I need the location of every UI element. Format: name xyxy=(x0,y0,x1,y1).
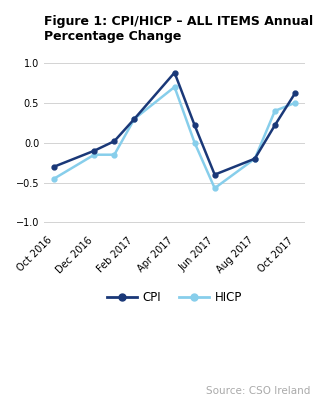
CPI xyxy=(172,70,176,75)
CPI xyxy=(273,123,277,128)
Legend: CPI, HICP: CPI, HICP xyxy=(102,286,246,309)
HICP xyxy=(213,186,217,190)
HICP xyxy=(172,84,176,89)
HICP xyxy=(52,176,56,181)
CPI xyxy=(193,123,196,128)
CPI xyxy=(293,91,297,96)
Line: CPI: CPI xyxy=(52,70,297,177)
CPI xyxy=(52,164,56,169)
HICP xyxy=(273,108,277,113)
CPI xyxy=(253,156,257,161)
Line: HICP: HICP xyxy=(52,84,297,191)
HICP xyxy=(132,116,136,121)
HICP xyxy=(193,140,196,145)
Text: Figure 1: CPI/HICP – ALL ITEMS Annual
Percentage Change: Figure 1: CPI/HICP – ALL ITEMS Annual Pe… xyxy=(44,15,313,43)
Text: Source: CSO Ireland: Source: CSO Ireland xyxy=(206,386,310,396)
CPI xyxy=(112,139,116,144)
HICP xyxy=(112,152,116,157)
CPI xyxy=(213,172,217,177)
CPI xyxy=(132,116,136,121)
HICP xyxy=(253,156,257,161)
HICP xyxy=(293,100,297,105)
HICP xyxy=(92,152,96,157)
CPI xyxy=(92,148,96,153)
